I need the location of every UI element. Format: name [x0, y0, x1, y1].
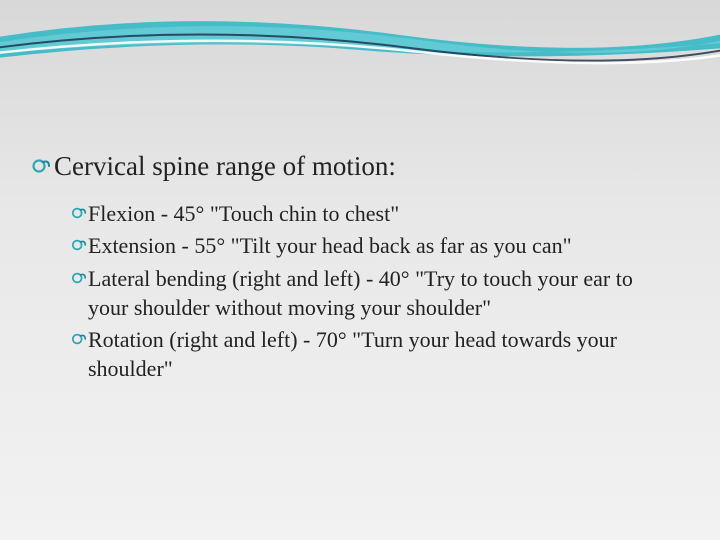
sub-bullet-text: Flexion - 45° "Touch chin to chest" — [88, 200, 399, 229]
swirl-icon — [70, 237, 86, 258]
sub-bullet-text: Rotation (right and left) - 70° "Turn yo… — [88, 326, 678, 383]
sub-bullet: Extension - 55° "Tilt your head back as … — [70, 232, 690, 261]
sub-bullet: Rotation (right and left) - 70° "Turn yo… — [70, 326, 690, 383]
header-swoosh — [0, 0, 720, 120]
main-bullet: Cervical spine range of motion: — [30, 150, 690, 184]
swirl-icon — [30, 156, 50, 181]
swirl-icon — [70, 331, 86, 352]
sub-bullet-text: Extension - 55° "Tilt your head back as … — [88, 232, 572, 261]
sub-bullet-list: Flexion - 45° "Touch chin to chest" Exte… — [70, 200, 690, 384]
sub-bullet: Lateral bending (right and left) - 40° "… — [70, 265, 690, 322]
sub-bullet: Flexion - 45° "Touch chin to chest" — [70, 200, 690, 229]
sub-bullet-text: Lateral bending (right and left) - 40° "… — [88, 265, 678, 322]
main-bullet-text: Cervical spine range of motion: — [54, 150, 396, 184]
slide-content: Cervical spine range of motion: Flexion … — [30, 150, 690, 387]
swirl-icon — [70, 270, 86, 291]
swirl-icon — [70, 205, 86, 226]
